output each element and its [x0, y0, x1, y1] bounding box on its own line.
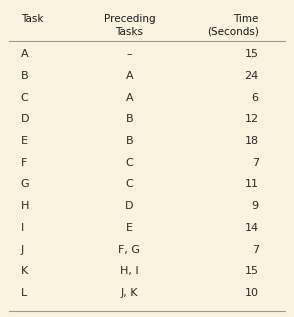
Text: B: B [126, 114, 133, 124]
Text: 18: 18 [245, 136, 259, 146]
Text: 10: 10 [245, 288, 259, 298]
Text: 15: 15 [245, 49, 259, 59]
Text: 24: 24 [245, 71, 259, 81]
Text: 14: 14 [245, 223, 259, 233]
Text: 11: 11 [245, 179, 259, 190]
Text: A: A [21, 49, 28, 59]
Text: K: K [21, 266, 28, 276]
Text: Preceding
Tasks: Preceding Tasks [103, 14, 155, 37]
Text: A: A [126, 93, 133, 103]
Text: D: D [21, 114, 29, 124]
Text: B: B [126, 136, 133, 146]
Text: J: J [21, 245, 24, 255]
Text: 15: 15 [245, 266, 259, 276]
Text: 6: 6 [252, 93, 259, 103]
Text: B: B [21, 71, 28, 81]
Text: Time
(Seconds): Time (Seconds) [207, 14, 259, 37]
Text: Task: Task [21, 14, 43, 24]
Text: E: E [21, 136, 28, 146]
Text: A: A [126, 71, 133, 81]
Text: 12: 12 [245, 114, 259, 124]
Text: C: C [21, 93, 28, 103]
Text: 9: 9 [252, 201, 259, 211]
Text: F: F [21, 158, 27, 168]
Text: F, G: F, G [118, 245, 140, 255]
Text: D: D [125, 201, 133, 211]
Text: E: E [126, 223, 133, 233]
Text: C: C [126, 158, 133, 168]
Text: I: I [21, 223, 24, 233]
Text: C: C [126, 179, 133, 190]
Text: J, K: J, K [121, 288, 138, 298]
Text: 7: 7 [252, 245, 259, 255]
Text: –: – [126, 49, 132, 59]
Text: L: L [21, 288, 27, 298]
Text: 7: 7 [252, 158, 259, 168]
Text: H: H [21, 201, 29, 211]
Text: G: G [21, 179, 29, 190]
Text: H, I: H, I [120, 266, 139, 276]
